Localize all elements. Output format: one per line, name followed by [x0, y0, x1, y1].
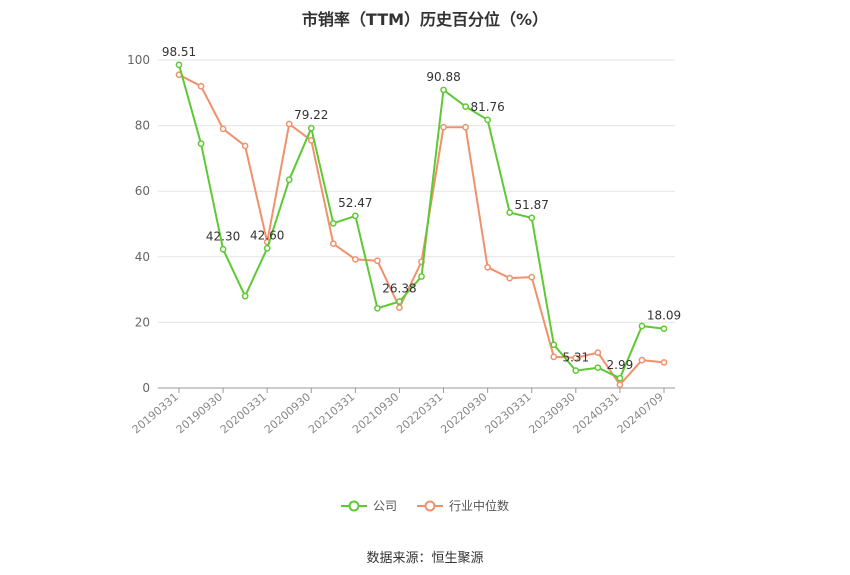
data-point — [506, 274, 514, 282]
data-label: 42.30 — [206, 229, 240, 243]
data-label: 5.31 — [562, 351, 589, 365]
data-point — [660, 325, 668, 333]
legend-line-marker-icon — [417, 500, 443, 511]
x-tick-label: 20240709 — [615, 390, 666, 436]
y-tick-label: 20 — [135, 315, 150, 329]
source-note: 数据来源：恒生聚源 — [366, 551, 484, 566]
x-tick-label: 20190331 — [130, 390, 181, 436]
data-label: 52.47 — [338, 196, 372, 210]
data-point — [572, 367, 580, 374]
data-point — [550, 341, 558, 349]
series-layer — [175, 61, 668, 389]
data-point — [616, 374, 624, 382]
data-point — [440, 86, 447, 94]
data-label: 81.76 — [470, 100, 504, 114]
data-point — [285, 120, 293, 128]
data-label: 98.51 — [162, 45, 196, 59]
data-point — [484, 116, 491, 124]
data-point — [484, 263, 491, 271]
data-point — [241, 292, 249, 300]
data-point — [329, 240, 337, 248]
data-point — [528, 214, 536, 222]
data-point — [418, 273, 425, 280]
data-point — [638, 322, 646, 330]
data-point — [396, 304, 403, 311]
data-point — [572, 354, 580, 362]
data-point — [219, 245, 227, 253]
x-tick-label: 20190930 — [174, 390, 225, 436]
data-point — [197, 140, 205, 147]
x-tick-label: 20240331 — [571, 390, 622, 436]
legend-label-company: 公司 — [372, 499, 397, 513]
data-label: 79.22 — [294, 108, 328, 122]
data-point — [506, 209, 514, 216]
x-tick-label: 20200331 — [218, 390, 269, 436]
data-point — [594, 364, 602, 372]
data-point — [307, 124, 315, 132]
data-label-layer: 98.51 42.30 42.60 79.22 52.47 26.38 90.88 81.76… — [162, 45, 681, 372]
series-line-0 — [178, 64, 665, 380]
y-tick-label: 40 — [135, 250, 150, 264]
legend-label-industry-median: 行业中位数 — [449, 499, 510, 513]
data-point — [638, 356, 646, 364]
axis-layer: 0 20 40 60 80 100 2019033120190930202003312020… — [127, 53, 675, 436]
x-tick-label: 20220930 — [438, 390, 489, 436]
data-label: 90.88 — [426, 70, 460, 84]
data-point — [550, 353, 558, 361]
x-tick-label: 20200930 — [262, 390, 313, 436]
data-label: 2.99 — [607, 358, 634, 372]
data-point — [440, 123, 447, 131]
data-point — [263, 244, 271, 252]
data-point — [616, 381, 624, 389]
legend-item-company[interactable]: 公司 — [340, 497, 397, 514]
y-tick-label: 60 — [135, 184, 150, 198]
data-point — [660, 359, 668, 366]
y-tick-label: 100 — [127, 53, 150, 67]
y-tick-label: 0 — [142, 381, 150, 395]
data-point — [462, 103, 469, 110]
chart-title: 市销率（TTM）历史百分位（%） — [301, 10, 549, 29]
data-point — [219, 125, 227, 133]
data-point — [594, 349, 602, 356]
x-tick-label: 20220331 — [394, 390, 445, 436]
data-point — [528, 273, 536, 281]
data-point — [329, 219, 337, 227]
data-point — [352, 212, 359, 220]
grid-layer — [158, 59, 675, 323]
data-label: 42.60 — [250, 228, 284, 242]
data-label: 18.09 — [647, 309, 681, 323]
data-label: 26.38 — [382, 281, 416, 295]
x-tick-label: 20210331 — [306, 390, 357, 436]
data-point — [197, 82, 205, 90]
data-point — [462, 123, 469, 131]
data-point — [241, 142, 249, 150]
legend-item-industry-median[interactable]: 行业中位数 — [417, 497, 509, 514]
x-tick-label: 20230930 — [526, 390, 577, 436]
legend-line-marker-icon — [340, 500, 367, 511]
data-point — [352, 256, 359, 263]
data-point — [396, 298, 403, 305]
data-point — [285, 176, 293, 184]
data-point — [175, 61, 183, 69]
legend: 公司 行业中位数 — [0, 497, 850, 514]
data-label: 51.87 — [515, 198, 549, 212]
y-tick-label: 80 — [135, 119, 150, 133]
data-point — [374, 304, 381, 312]
x-tick-label: 20230331 — [482, 390, 533, 436]
data-point — [374, 257, 381, 265]
x-tick-label: 20210930 — [350, 390, 401, 436]
